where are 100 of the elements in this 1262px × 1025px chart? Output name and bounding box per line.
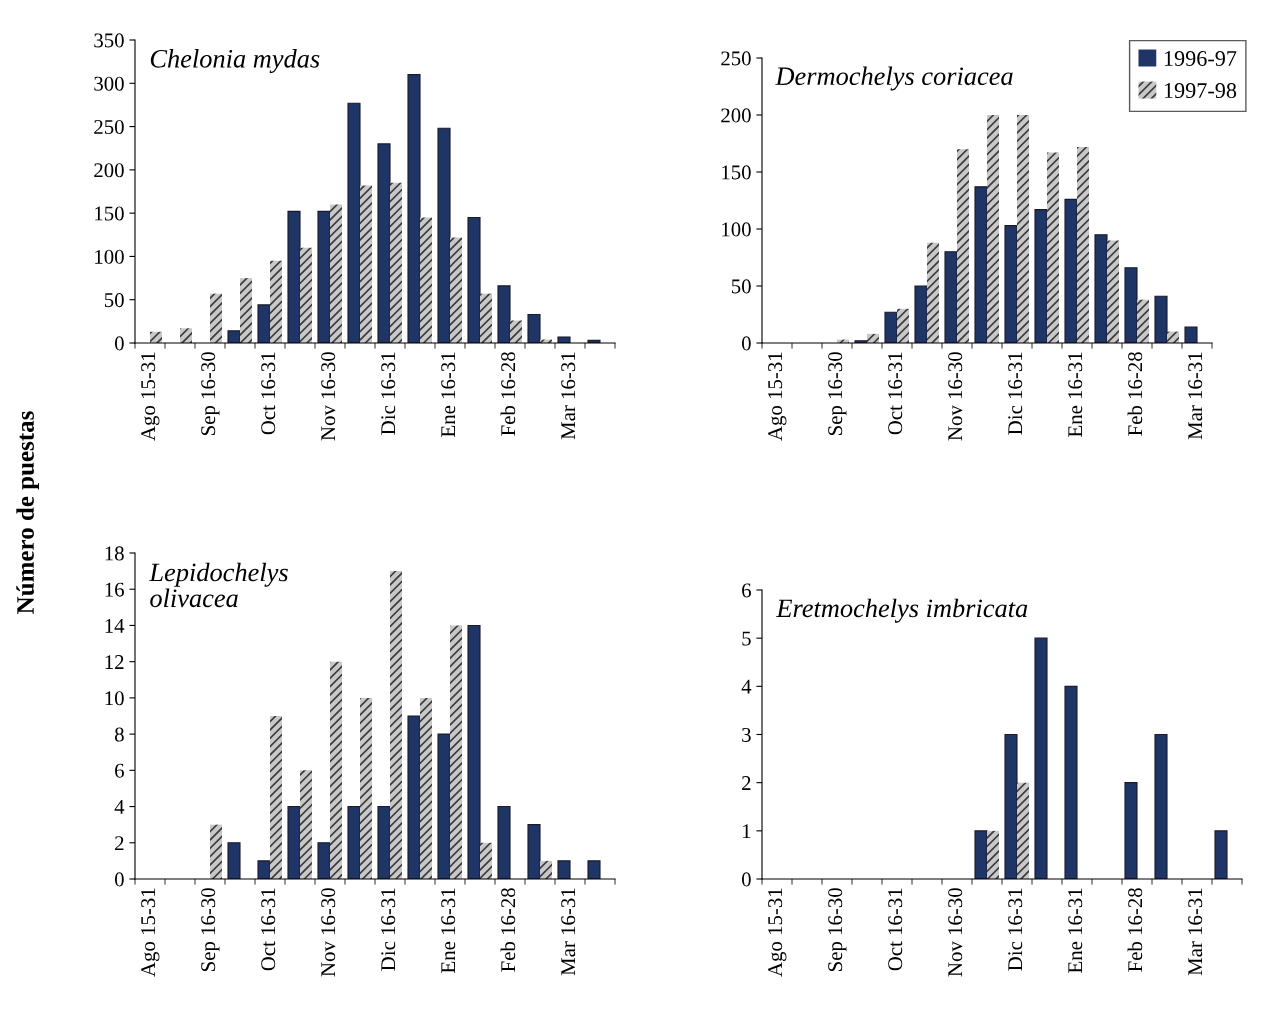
bar: [1124, 782, 1138, 879]
bar: [1107, 240, 1119, 343]
bar: [240, 278, 252, 343]
bar: [1034, 209, 1048, 343]
bar: [1064, 198, 1078, 343]
y-tick-label: 5: [742, 631, 751, 646]
bar: [347, 806, 361, 879]
bar: [497, 806, 511, 879]
x-tick-label: Feb 16-28: [500, 352, 516, 436]
x-tick-label: Dic 16-31: [381, 888, 396, 971]
y-tick-label: 350: [94, 33, 124, 48]
bar: [497, 285, 511, 343]
bar: [1214, 830, 1228, 879]
bar: [1154, 733, 1168, 879]
x-tick-label: Dic 16-31: [1008, 888, 1023, 971]
bar: [390, 571, 402, 879]
x-tick-label: Ene 16-31: [441, 888, 456, 973]
y-tick-label: 14: [105, 618, 125, 633]
y-tick-label: 6: [742, 583, 751, 598]
bar: [1004, 733, 1018, 879]
x-tick-label: Ene 16-31: [441, 352, 456, 437]
y-tick-label: 4: [114, 800, 125, 814]
y-tick-label: 4: [741, 679, 752, 694]
bar: [527, 824, 541, 879]
bar: [330, 661, 342, 879]
x-tick-label: Ago 15-31: [141, 352, 160, 441]
bar: [347, 102, 361, 343]
bar: [1124, 267, 1138, 343]
y-tick-label: 300: [94, 76, 124, 91]
bar: [300, 247, 312, 343]
bar: [420, 217, 432, 343]
y-tick-label: 0: [114, 336, 124, 351]
bar: [227, 842, 241, 879]
bar: [987, 115, 999, 343]
y-tick-label: 2: [115, 836, 124, 851]
y-tick-label: 8: [114, 727, 124, 742]
bar: [927, 242, 939, 343]
bar: [557, 336, 571, 343]
bar: [480, 842, 492, 879]
bar: [300, 770, 312, 879]
bar: [957, 149, 969, 343]
bar: [884, 311, 898, 343]
bar: [587, 860, 601, 879]
bar: [974, 186, 988, 343]
bar: [317, 210, 331, 343]
bar: [450, 237, 462, 343]
bar: [1184, 326, 1198, 343]
bar: [1137, 299, 1149, 343]
y-tick-label: 18: [105, 546, 124, 561]
y-tick-label: 6: [115, 763, 124, 778]
y-tick-label: 50: [731, 279, 751, 294]
bar: [360, 185, 372, 343]
y-tick-label: 100: [722, 222, 751, 237]
y-tick-label: 16: [105, 582, 124, 597]
bar: [287, 806, 301, 879]
bar: [407, 74, 421, 343]
chart-title: Eretmochelys imbricata: [776, 598, 1028, 623]
bar: [270, 716, 282, 879]
x-tick-label: Nov 16-30: [948, 352, 963, 441]
x-tick-label: Nov 16-30: [321, 352, 336, 441]
x-tick-label: Oct 16-31: [261, 888, 276, 971]
bar: [317, 842, 331, 879]
legend-label: 1997-98: [1164, 83, 1237, 99]
y-tick-label: 2: [742, 776, 751, 790]
bar: [1034, 637, 1048, 879]
bar: [437, 127, 451, 343]
y-tick-label: 12: [105, 655, 124, 669]
y-tick-label: 1: [743, 824, 751, 839]
x-tick-label: Mar 16-31: [1188, 888, 1203, 976]
y-tick-label: 150: [95, 206, 124, 221]
x-tick-label: Ago 15-31: [141, 888, 160, 977]
bar: [360, 697, 372, 879]
y-axis-title: Número de puestas: [16, 411, 39, 614]
y-tick-label: 3: [742, 727, 751, 742]
x-tick-label: Feb 16-28: [1127, 352, 1143, 436]
y-tick-label: 0: [741, 336, 751, 351]
bar: [467, 624, 481, 879]
bar: [330, 204, 342, 343]
bar: [914, 285, 928, 343]
y-tick-label: 200: [94, 163, 124, 178]
x-tick-label: Oct 16-31: [888, 352, 903, 435]
bar: [467, 216, 481, 343]
y-tick-label: 50: [104, 293, 124, 308]
x-tick-label: Mar 16-31: [561, 352, 576, 440]
bar: [377, 143, 391, 343]
bar: [557, 860, 571, 879]
bar: [1064, 685, 1078, 879]
x-tick-label: Dic 16-31: [1008, 352, 1023, 435]
bar: [540, 860, 552, 879]
legend-label: 1996-97: [1164, 51, 1237, 66]
bar: [1094, 234, 1108, 343]
y-tick-label: 150: [722, 165, 751, 180]
chart-title: Dermochelys coriacea: [775, 66, 1013, 91]
x-tick-label: Sep 16-30: [201, 352, 220, 435]
x-tick-label: Nov 16-30: [948, 888, 963, 977]
bar: [1017, 782, 1029, 879]
x-tick-label: Mar 16-31: [561, 888, 576, 976]
x-tick-label: Sep 16-30: [201, 888, 220, 971]
bar: [1047, 152, 1059, 343]
y-tick-label: 100: [95, 249, 124, 264]
